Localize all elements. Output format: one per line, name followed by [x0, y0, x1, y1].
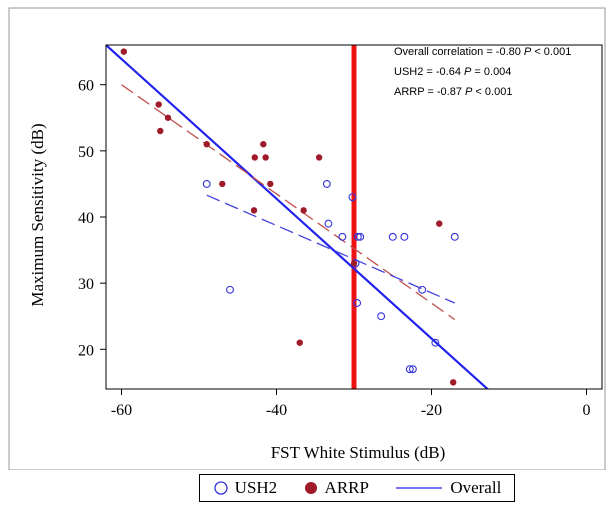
arrp-point — [251, 154, 258, 161]
arrp-point — [436, 220, 443, 227]
legend-item-arrp: ARRP — [303, 478, 369, 498]
y-axis-title: Maximum Sensitivity (dB) — [28, 123, 47, 306]
arrp-point — [296, 339, 303, 346]
y-tick-label: 30 — [78, 276, 94, 293]
ush2-point — [353, 232, 362, 241]
legend: USH2 ARRP Overall — [199, 474, 515, 502]
ush2-point — [322, 179, 331, 188]
outer-border — [8, 7, 606, 470]
ush2-point — [377, 312, 386, 321]
ush2-point — [338, 232, 347, 241]
legend-label-arrp: ARRP — [324, 478, 369, 497]
annotation-overall: Overall correlation = -0.80 P < 0.001 — [394, 46, 571, 58]
ush2-point — [408, 365, 417, 374]
scatter-chart: -60 -40 -20 0 20 30 40 50 60 Overall correlation… — [8, 7, 606, 470]
ush2-point — [418, 285, 427, 294]
legend-item-overall: Overall — [394, 478, 501, 498]
x-tick-label: -20 — [421, 402, 442, 419]
arrp-point — [250, 207, 258, 214]
arrp-point — [450, 379, 457, 386]
legend-item-ush2: USH2 — [213, 478, 278, 498]
ush2-point — [226, 285, 234, 294]
ush2-point — [202, 179, 211, 188]
arrp-point — [157, 127, 164, 135]
arrp-point — [219, 180, 226, 188]
arrp-point — [350, 260, 358, 267]
ush2-point — [450, 232, 459, 241]
ush2-point — [353, 299, 362, 307]
ush2-point — [400, 232, 409, 241]
x-tick-label: 0 — [583, 402, 591, 419]
legend-label-overall: Overall — [450, 478, 502, 497]
arrp-point — [120, 48, 128, 55]
filled-circle-icon — [304, 482, 317, 494]
y-tick-label: 60 — [78, 78, 94, 95]
x-tick-label: -60 — [111, 402, 132, 419]
dashed-regression-line-4 — [206, 194, 456, 304]
arrp-point — [164, 114, 172, 121]
x-axis-title: FST White Stimulus (dB) — [271, 443, 446, 462]
ush2-point — [388, 232, 397, 241]
line-icon — [396, 487, 443, 489]
arrp-point — [267, 180, 274, 188]
y-tick-label: 50 — [78, 144, 94, 161]
ush2-point — [405, 365, 414, 374]
ush2-point — [348, 193, 357, 202]
annotation-layer: Overall correlation = -0.80 P < 0.001 US… — [394, 46, 571, 98]
y-tick-label: 40 — [78, 210, 94, 227]
x-tick-label: -40 — [266, 402, 287, 419]
annotation-arrp: ARRP = -0.87 P < 0.001 — [394, 86, 512, 98]
arrp-point — [315, 154, 323, 161]
arrp-point — [260, 141, 267, 148]
arrp-point — [155, 101, 162, 108]
annotation-ush2: USH2 = -0.64 P = 0.004 — [394, 66, 511, 78]
arrp-point — [203, 141, 210, 148]
arrp-point — [300, 207, 307, 214]
plot-layer — [106, 45, 490, 389]
legend-label-ush2: USH2 — [234, 478, 278, 497]
y-tick-label: 20 — [78, 342, 94, 359]
ush2-point — [324, 219, 333, 228]
ush2-point — [356, 232, 365, 241]
ush2-point — [431, 338, 440, 347]
dashed-regression-line-3 — [121, 84, 456, 321]
open-circle-icon — [214, 481, 228, 495]
overall-regression-line — [106, 45, 490, 389]
axis-layer: -60 -40 -20 0 20 30 40 50 60 — [78, 44, 603, 419]
arrp-point — [262, 154, 269, 161]
